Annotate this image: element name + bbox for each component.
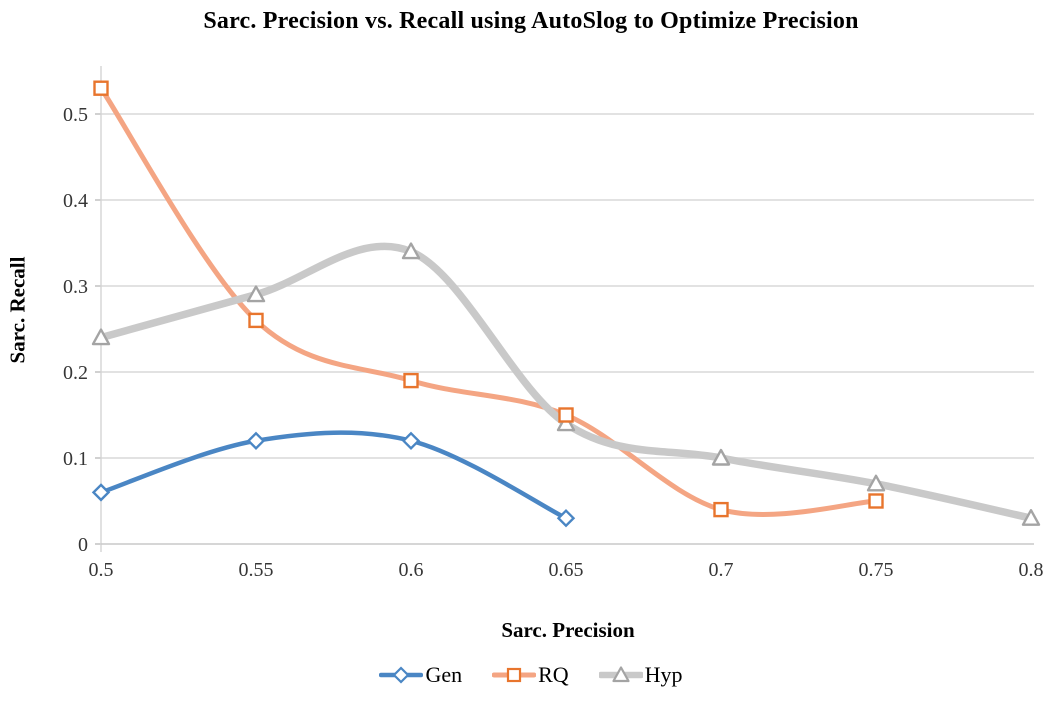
y-tick-label: 0 (78, 534, 88, 556)
data-point-marker-rq (93, 80, 109, 96)
triangle-marker-swatch-icon (598, 666, 643, 683)
x-tick-label: 0.7 (709, 559, 734, 581)
data-point-marker-rq (403, 372, 419, 389)
legend-label: Gen (425, 662, 463, 687)
x-tick-label: 0.5 (89, 559, 114, 581)
square-marker-swatch-icon (492, 667, 537, 683)
y-tick-label: 0.4 (63, 190, 88, 212)
series-line-hyp (97, 242, 1035, 522)
y-tick-label: 0.5 (63, 104, 88, 126)
data-point-marker-rq (713, 501, 729, 518)
x-tick-label: 0.8 (1019, 559, 1044, 581)
legend-marker (506, 667, 522, 683)
legend: Gen RQ Hyp (0, 662, 1062, 688)
data-point-marker-hyp (1021, 509, 1041, 526)
series-line-gen (98, 430, 569, 521)
data-point-marker-gen (401, 431, 421, 450)
legend-marker (612, 666, 630, 683)
legend-marker (392, 666, 410, 684)
data-point-marker-hyp (91, 328, 111, 346)
legend-label: Hyp (644, 662, 683, 687)
legend-label: RQ (538, 662, 569, 687)
data-point-marker-gen (246, 431, 266, 450)
data-point-marker-hyp (401, 242, 421, 260)
data-point-marker-gen (556, 509, 576, 528)
y-tick-label: 0.2 (63, 362, 88, 384)
diamond-marker-swatch-icon (379, 666, 424, 684)
y-axis-title: Sarc. Recall (5, 256, 30, 364)
data-point-marker-hyp (556, 414, 576, 432)
y-tick-label: 0.3 (63, 276, 88, 298)
legend-item-hyp: Hyp (598, 662, 683, 688)
data-point-marker-rq (558, 407, 574, 423)
x-tick-label: 0.75 (859, 559, 894, 581)
data-point-marker-hyp (866, 474, 886, 492)
chart-title: Sarc. Precision vs. Recall using AutoSlo… (203, 8, 859, 34)
data-point-marker-hyp (246, 285, 266, 303)
x-tick-label: 0.55 (239, 559, 274, 581)
data-point-marker-gen (91, 483, 111, 502)
x-tick-label: 0.6 (399, 559, 424, 581)
x-axis-title: Sarc. Precision (501, 618, 635, 642)
data-point-marker-hyp (711, 448, 731, 466)
legend-item-gen: Gen (379, 662, 462, 688)
data-point-marker-rq (868, 493, 884, 509)
x-tick-label: 0.65 (549, 559, 584, 581)
data-point-marker-rq (248, 312, 264, 329)
legend-item-rq: RQ (492, 662, 569, 688)
y-tick-label: 0.1 (63, 448, 88, 470)
